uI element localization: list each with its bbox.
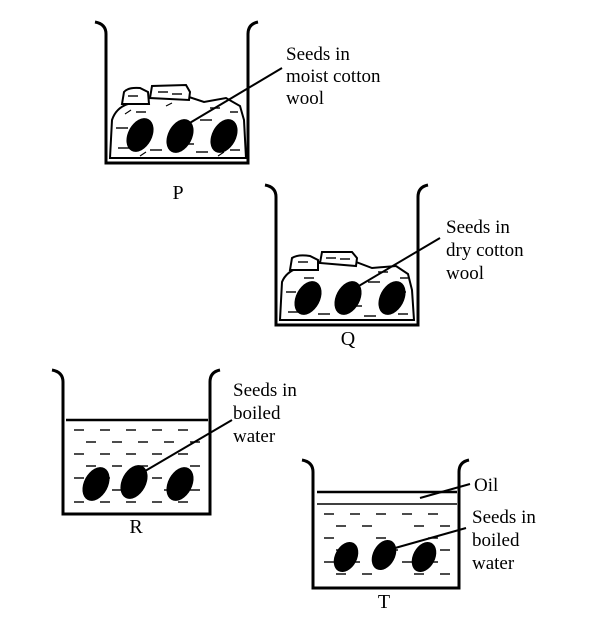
beaker-t-oil-layer xyxy=(317,492,457,504)
beaker-p-pointer-line xyxy=(187,67,283,125)
beaker-p: Seeds in moist cotton wool P xyxy=(94,20,381,204)
seed xyxy=(371,539,397,571)
beaker-t-outline xyxy=(301,458,470,590)
beaker-q-label-line-1: Seeds in xyxy=(446,217,510,238)
beaker-t-seeds-pointer-line xyxy=(387,527,467,551)
seed xyxy=(210,119,238,153)
beaker-t-label-line-3: water xyxy=(472,553,515,574)
beaker-t-label-line-2: boiled xyxy=(472,530,520,551)
beaker-t-oil-pointer-line xyxy=(419,483,471,499)
seed xyxy=(166,467,194,501)
beaker-t-water-hatching xyxy=(324,513,450,575)
beaker-t: Oil Seeds in boiled water T xyxy=(301,458,536,613)
beaker-r-pointer-line xyxy=(139,419,233,475)
beaker-r-label-line-1: Seeds in xyxy=(233,380,297,401)
beaker-q-label-line-2: dry cotton xyxy=(446,240,524,261)
beaker-t-label-line-1: Seeds in xyxy=(472,507,536,528)
beaker-r-caption: R xyxy=(129,516,143,538)
beaker-r: Seeds in boiled water R xyxy=(51,368,297,538)
beaker-p-caption: P xyxy=(172,182,183,204)
beaker-r-label-line-3: water xyxy=(233,426,276,447)
beaker-r-outline xyxy=(51,368,221,516)
seed xyxy=(411,541,437,573)
seed xyxy=(82,467,110,501)
seed xyxy=(166,119,194,153)
seed xyxy=(294,281,322,315)
beaker-q-pointer-line xyxy=(351,237,441,291)
beaker-r-label-line-2: boiled xyxy=(233,403,281,424)
beaker-p-label-line-3: wool xyxy=(286,88,324,109)
beaker-p-label-line-2: moist cotton xyxy=(286,66,381,87)
seed xyxy=(333,541,359,573)
beaker-t-caption: T xyxy=(378,591,390,613)
beaker-q-outline xyxy=(264,183,429,327)
beaker-p-label-line-1: Seeds in xyxy=(286,44,350,65)
seed xyxy=(378,281,406,315)
beaker-q-label-line-3: wool xyxy=(446,263,484,284)
seed xyxy=(334,281,362,315)
seed xyxy=(126,118,154,152)
beaker-q: Seeds in dry cotton wool Q xyxy=(264,183,524,350)
beaker-q-caption: Q xyxy=(341,328,356,350)
beaker-t-oil-label: Oil xyxy=(474,475,498,496)
beaker-p-outline xyxy=(94,20,259,165)
